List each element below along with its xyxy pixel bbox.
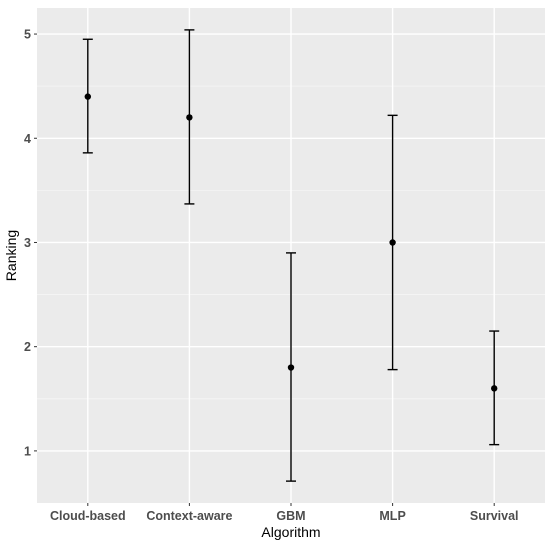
x-axis: Cloud-based Context-aware GBM MLP Survival xyxy=(50,503,519,523)
y-tick-label: 1 xyxy=(24,444,31,458)
x-tick-label: Cloud-based xyxy=(50,509,126,523)
grid-lines xyxy=(37,8,545,503)
y-tick-label: 2 xyxy=(24,340,31,354)
error-bar-mlp xyxy=(387,114,398,371)
data-point xyxy=(84,93,92,100)
error-bar-gbm xyxy=(286,252,296,482)
y-tick-label: 4 xyxy=(24,132,31,146)
data-point xyxy=(491,385,498,392)
data-point xyxy=(287,364,295,371)
x-tick-label: Survival xyxy=(470,509,519,523)
y-axis-title: Ranking xyxy=(3,230,19,281)
x-tick-label: MLP xyxy=(379,509,405,523)
error-bar-survival xyxy=(489,330,500,446)
x-tick-label: Context-aware xyxy=(146,509,232,523)
y-tick-label: 3 xyxy=(24,236,31,250)
y-tick-label: 5 xyxy=(24,28,31,42)
x-axis-title: Algorithm xyxy=(261,524,320,540)
data-point xyxy=(186,114,193,121)
error-bar-cloud-based xyxy=(82,38,93,154)
x-tick-label: GBM xyxy=(276,509,305,523)
y-axis: 1 2 3 4 5 xyxy=(24,28,37,458)
data-marks xyxy=(82,29,500,482)
error-bar-context-aware xyxy=(184,29,195,205)
data-point xyxy=(389,239,396,246)
